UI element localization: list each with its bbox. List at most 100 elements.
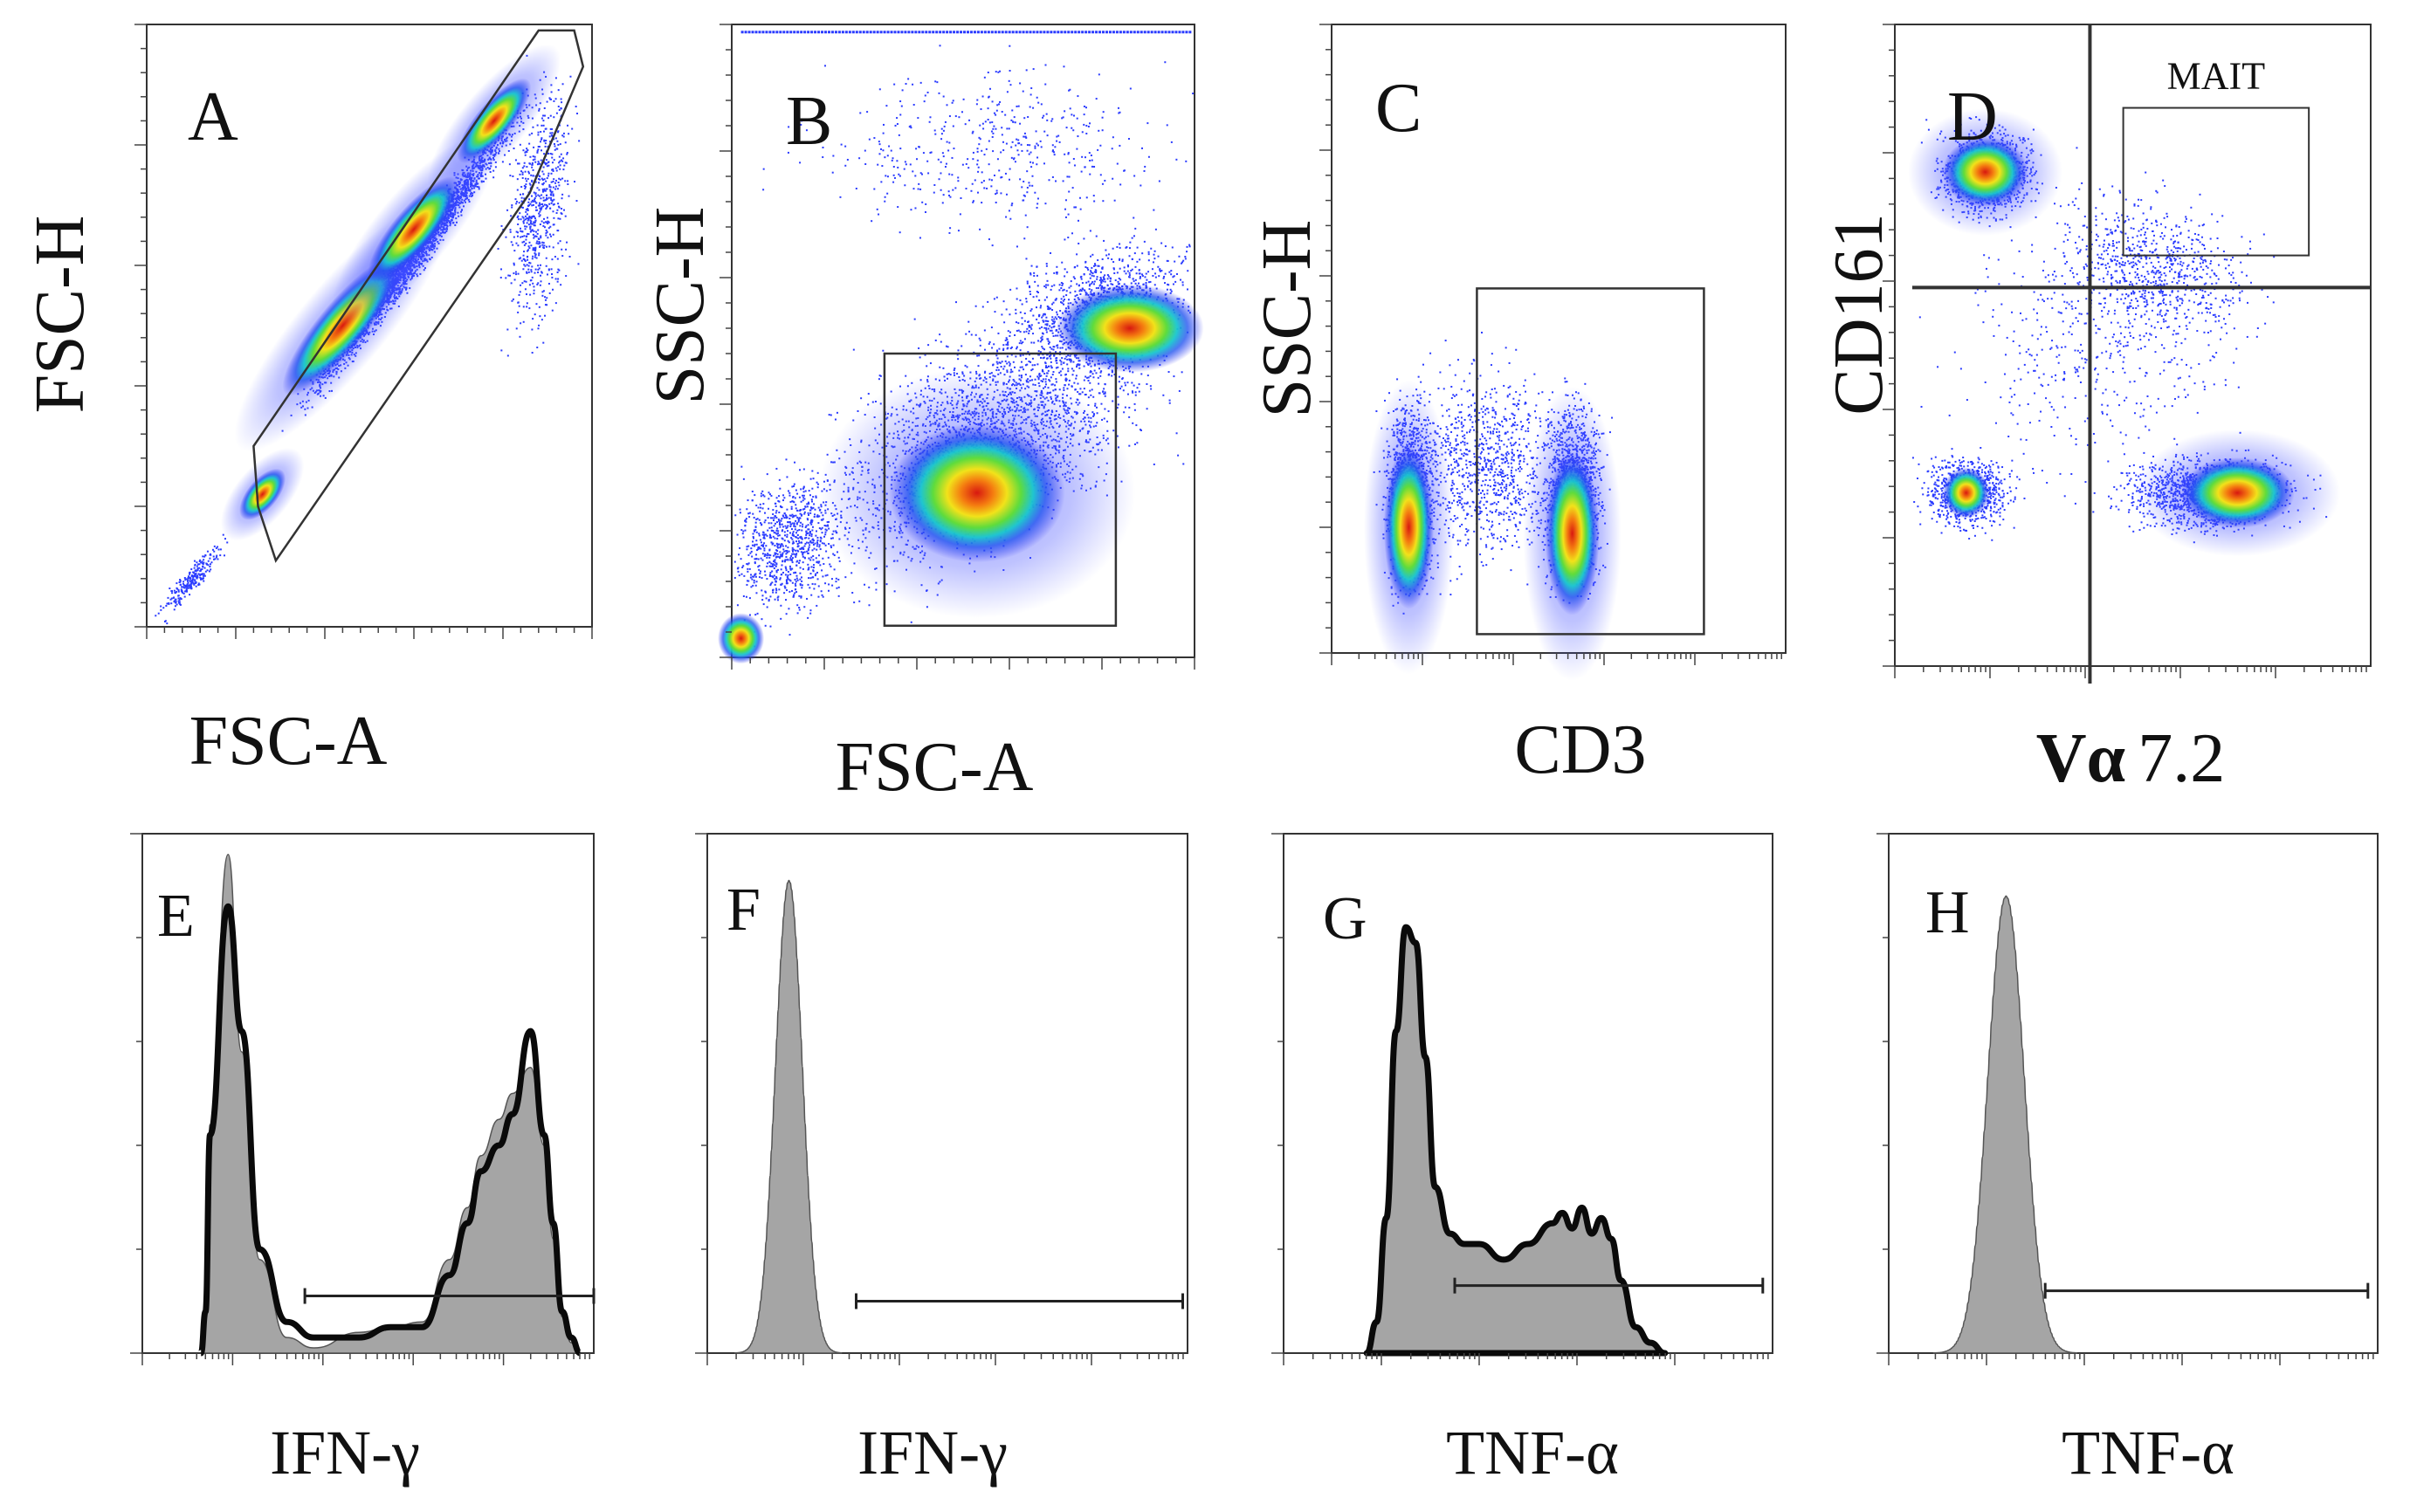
- event-dot: [519, 336, 520, 338]
- event-dot: [540, 285, 541, 286]
- event-dot: [517, 178, 519, 180]
- event-dot: [515, 198, 517, 200]
- event-dot: [1179, 390, 1181, 392]
- event-dot: [520, 170, 522, 172]
- event-dot: [539, 267, 541, 269]
- event-dot: [550, 190, 552, 192]
- event-dot: [1084, 388, 1085, 389]
- event-dot: [541, 125, 542, 127]
- event-dot: [541, 244, 543, 246]
- event-dot: [534, 217, 536, 219]
- event-dot: [511, 300, 513, 302]
- event-dot: [543, 140, 545, 141]
- event-dot: [540, 214, 541, 216]
- event-dot: [189, 584, 190, 586]
- event-dot: [194, 560, 196, 562]
- event-dot: [515, 203, 517, 204]
- event-dot: [554, 203, 555, 205]
- event-dot: [914, 319, 916, 320]
- event-dot: [563, 133, 565, 134]
- event-dot: [543, 244, 545, 246]
- event-dot: [1071, 368, 1073, 369]
- event-dot: [525, 151, 527, 153]
- event-dot: [522, 167, 524, 168]
- event-dot: [517, 189, 519, 191]
- event-dot: [533, 155, 534, 157]
- event-dot: [535, 219, 537, 221]
- event-dot: [1135, 391, 1137, 393]
- event-dot: [562, 168, 564, 170]
- event-dot: [171, 592, 173, 594]
- event-dot: [1089, 390, 1091, 392]
- event-dot: [547, 117, 549, 119]
- event-dot: [543, 153, 545, 155]
- event-dot: [190, 568, 192, 570]
- event-dot: [524, 280, 526, 282]
- event-dot: [546, 258, 547, 259]
- event-dot: [558, 184, 560, 186]
- event-dot: [553, 223, 554, 225]
- event-dot: [524, 225, 526, 227]
- event-dot: [184, 590, 186, 592]
- event-dot: [521, 197, 523, 199]
- event-dot: [559, 168, 561, 170]
- event-dot: [553, 234, 554, 236]
- event-dot: [169, 588, 170, 589]
- event-dot: [514, 278, 516, 280]
- event-dot: [216, 556, 217, 558]
- event-dot: [534, 197, 536, 199]
- event-dot: [193, 584, 195, 586]
- event-dot: [534, 216, 535, 217]
- event-dot: [538, 254, 540, 256]
- event-dot: [224, 538, 226, 540]
- event-dot: [554, 189, 556, 190]
- event-dot: [548, 283, 550, 285]
- event-dot: [561, 213, 562, 215]
- event-dot: [527, 208, 528, 210]
- event-dot: [522, 149, 524, 151]
- event-dot: [524, 188, 526, 189]
- event-dot: [561, 255, 563, 257]
- event-dot: [905, 375, 906, 377]
- event-dot: [525, 288, 527, 290]
- event-dot: [1139, 391, 1140, 393]
- event-dot: [533, 247, 534, 249]
- event-dot: [170, 590, 172, 592]
- event-dot: [509, 163, 511, 165]
- event-dot: [561, 154, 562, 155]
- event-dot: [565, 275, 567, 277]
- event-dot: [527, 233, 529, 235]
- event-dot: [543, 125, 545, 127]
- event-dot: [978, 354, 980, 356]
- event-dot: [1091, 388, 1093, 390]
- event-dot: [541, 221, 543, 223]
- event-dot: [506, 210, 508, 211]
- event-dot: [182, 581, 184, 582]
- event-dot: [557, 217, 559, 219]
- event-dot: [1001, 366, 1002, 368]
- event-dot: [523, 255, 525, 257]
- event-dot: [196, 581, 197, 583]
- event-dot: [180, 604, 182, 606]
- event-dot: [543, 200, 545, 202]
- event-dot: [181, 598, 182, 600]
- event-dot: [1139, 383, 1140, 385]
- event-dot: [542, 191, 544, 193]
- event-dot: [1042, 371, 1043, 373]
- event-dot: [1090, 395, 1091, 396]
- event-dot: [547, 177, 548, 179]
- event-dot: [521, 282, 523, 284]
- event-dot: [550, 115, 552, 117]
- event-dot: [1069, 380, 1071, 381]
- event-dot: [529, 156, 531, 158]
- event-dot: [967, 321, 969, 323]
- event-dot: [1025, 358, 1027, 360]
- event-dot: [517, 312, 519, 313]
- event-dot: [174, 608, 176, 610]
- event-dot: [543, 173, 545, 175]
- event-dot: [1006, 362, 1008, 364]
- event-dot: [558, 89, 560, 91]
- event-dot: [547, 198, 548, 200]
- event-dot: [1007, 355, 1009, 357]
- event-dot: [192, 578, 194, 580]
